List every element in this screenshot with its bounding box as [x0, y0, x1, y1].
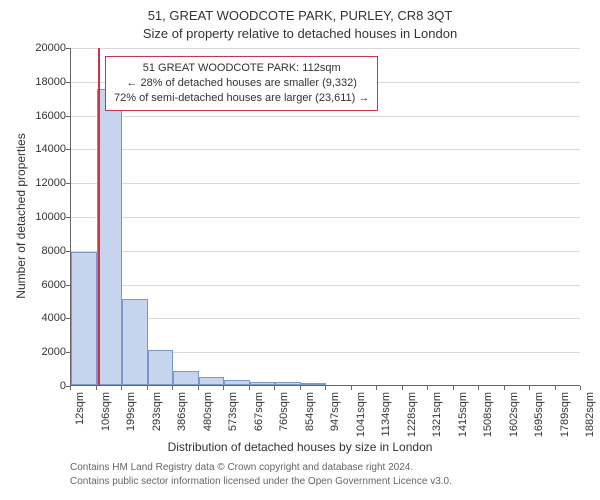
xtick-label: 1508sqm — [482, 392, 494, 437]
histogram-chart: 51, GREAT WOODCOTE PARK, PURLEY, CR8 3QT… — [0, 0, 600, 500]
footer-line1: Contains HM Land Registry data © Crown c… — [70, 462, 413, 473]
ytick-label: 4000 — [16, 312, 66, 324]
gridline — [71, 116, 580, 117]
xtick-label: 12sqm — [74, 392, 86, 425]
xtick-label: 1602sqm — [508, 392, 520, 437]
xtick-mark — [504, 386, 505, 390]
ytick-mark — [66, 116, 70, 117]
xtick-label: 573sqm — [227, 392, 239, 431]
gridline — [71, 217, 580, 218]
ytick-label: 14000 — [16, 143, 66, 155]
ytick-mark — [66, 82, 70, 83]
gridline — [71, 251, 580, 252]
x-axis-label: Distribution of detached houses by size … — [0, 440, 600, 454]
histogram-bar — [122, 299, 148, 385]
ytick-label: 10000 — [16, 211, 66, 223]
ytick-label: 12000 — [16, 177, 66, 189]
xtick-label: 667sqm — [253, 392, 265, 431]
xtick-mark — [402, 386, 403, 390]
callout-line3: 72% of semi-detached houses are larger (… — [114, 91, 369, 106]
xtick-mark — [198, 386, 199, 390]
xtick-label: 1789sqm — [559, 392, 571, 437]
xtick-mark — [121, 386, 122, 390]
xtick-label: 947sqm — [329, 392, 341, 431]
ytick-label: 0 — [16, 380, 66, 392]
xtick-label: 1695sqm — [533, 392, 545, 437]
ytick-mark — [66, 183, 70, 184]
xtick-label: 760sqm — [278, 392, 290, 431]
callout-line2: ← 28% of detached houses are smaller (9,… — [114, 76, 369, 91]
xtick-mark — [427, 386, 428, 390]
xtick-mark — [300, 386, 301, 390]
xtick-label: 1228sqm — [406, 392, 418, 437]
histogram-bar — [224, 380, 250, 385]
xtick-label: 386sqm — [176, 392, 188, 431]
gridline — [71, 183, 580, 184]
xtick-mark — [529, 386, 530, 390]
xtick-label: 854sqm — [304, 392, 316, 431]
xtick-mark — [249, 386, 250, 390]
xtick-mark — [580, 386, 581, 390]
ytick-label: 16000 — [16, 110, 66, 122]
xtick-label: 293sqm — [151, 392, 163, 431]
ytick-label: 20000 — [16, 42, 66, 54]
ytick-label: 6000 — [16, 279, 66, 291]
xtick-label: 199sqm — [125, 392, 137, 431]
xtick-label: 1321sqm — [431, 392, 443, 437]
ytick-label: 2000 — [16, 346, 66, 358]
ytick-mark — [66, 48, 70, 49]
xtick-mark — [70, 386, 71, 390]
histogram-bar — [71, 252, 97, 386]
xtick-mark — [351, 386, 352, 390]
ytick-label: 18000 — [16, 76, 66, 88]
ytick-mark — [66, 217, 70, 218]
ytick-mark — [66, 251, 70, 252]
marker-line — [98, 48, 100, 385]
xtick-label: 480sqm — [202, 392, 214, 431]
xtick-mark — [147, 386, 148, 390]
xtick-label: 1041sqm — [355, 392, 367, 437]
xtick-label: 1882sqm — [584, 392, 596, 437]
ytick-mark — [66, 318, 70, 319]
chart-title-line2: Size of property relative to detached ho… — [0, 26, 600, 41]
ytick-label: 8000 — [16, 245, 66, 257]
callout-box: 51 GREAT WOODCOTE PARK: 112sqm← 28% of d… — [105, 56, 378, 111]
xtick-mark — [223, 386, 224, 390]
xtick-mark — [478, 386, 479, 390]
gridline — [71, 285, 580, 286]
xtick-mark — [172, 386, 173, 390]
xtick-label: 1134sqm — [380, 392, 392, 436]
gridline — [71, 149, 580, 150]
histogram-bar — [250, 382, 276, 385]
xtick-mark — [325, 386, 326, 390]
xtick-mark — [376, 386, 377, 390]
footer-line2: Contains public sector information licen… — [70, 476, 452, 487]
histogram-bar — [275, 382, 301, 385]
xtick-mark — [96, 386, 97, 390]
chart-title-line1: 51, GREAT WOODCOTE PARK, PURLEY, CR8 3QT — [0, 8, 600, 23]
histogram-bar — [148, 350, 174, 385]
ytick-mark — [66, 285, 70, 286]
xtick-mark — [274, 386, 275, 390]
xtick-label: 1415sqm — [457, 392, 469, 437]
callout-line1: 51 GREAT WOODCOTE PARK: 112sqm — [114, 61, 369, 76]
histogram-bar — [173, 371, 199, 385]
gridline — [71, 48, 580, 49]
histogram-bar — [97, 89, 123, 385]
histogram-bar — [301, 383, 327, 385]
xtick-label: 106sqm — [100, 392, 112, 431]
xtick-mark — [453, 386, 454, 390]
histogram-bar — [199, 377, 225, 385]
ytick-mark — [66, 149, 70, 150]
xtick-mark — [555, 386, 556, 390]
ytick-mark — [66, 352, 70, 353]
